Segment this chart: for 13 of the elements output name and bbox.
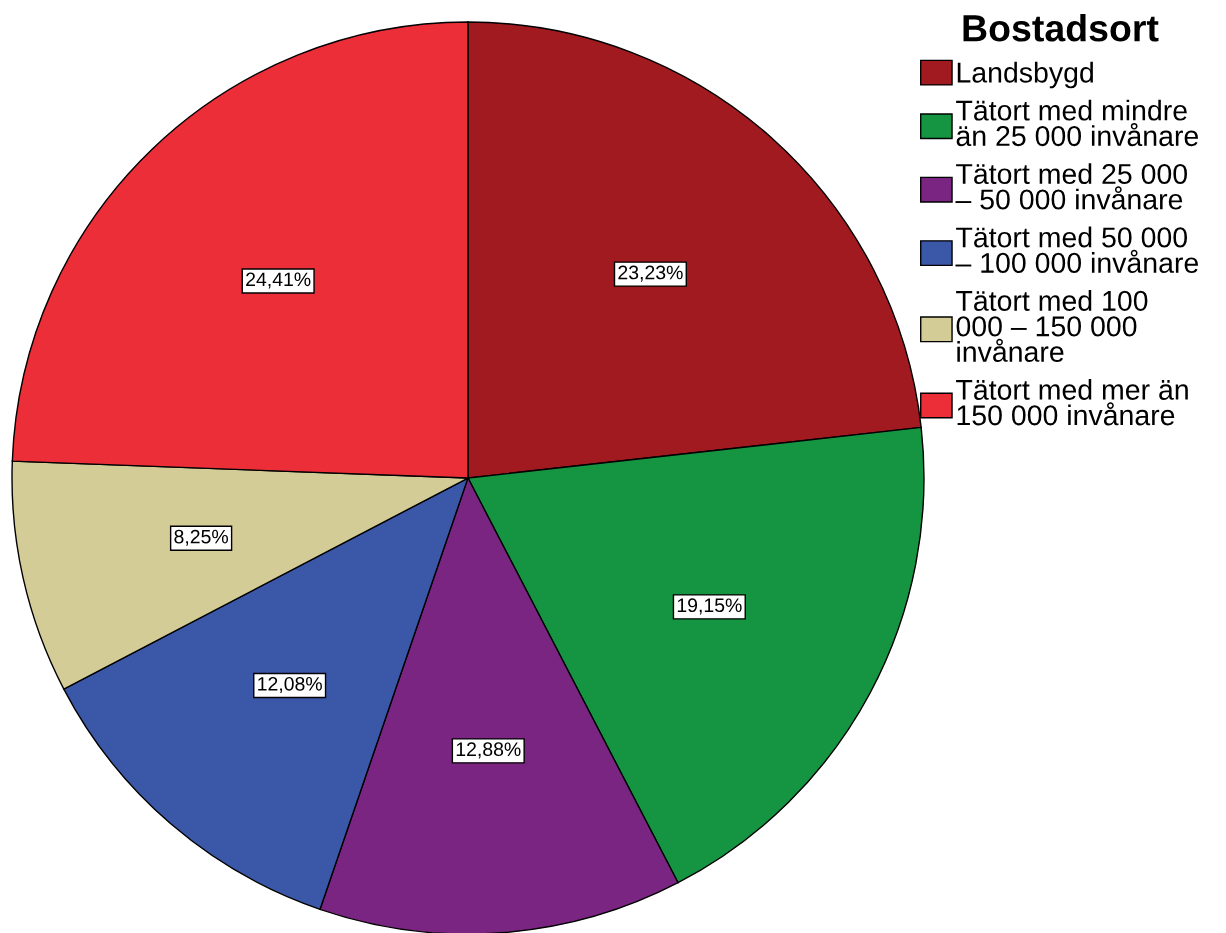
legend-label: Tätort med mindre än 25 000 invånare: [956, 99, 1198, 147]
legend-label: Tätort med mer än 150 000 invånare: [956, 378, 1188, 426]
data-label: 8,25%: [174, 529, 228, 546]
legend-label: Tätort med 100 000 – 150 000 invånare: [956, 290, 1148, 362]
legend-label: Tätort med 50 000 – 100 000 invånare: [955, 226, 1198, 274]
data-label: 24,41%: [246, 272, 311, 289]
legend-label: Landsbygd: [957, 61, 1093, 89]
data-label: 12,08%: [258, 676, 322, 694]
legend-title: Bostadsort: [963, 13, 1159, 42]
data-label: 12,88%: [456, 742, 521, 759]
legend-label: Tätort med 25 000 – 50 000 invånare: [955, 163, 1188, 210]
data-label: 19,15%: [677, 598, 742, 615]
data-label: 23,23%: [618, 265, 683, 282]
